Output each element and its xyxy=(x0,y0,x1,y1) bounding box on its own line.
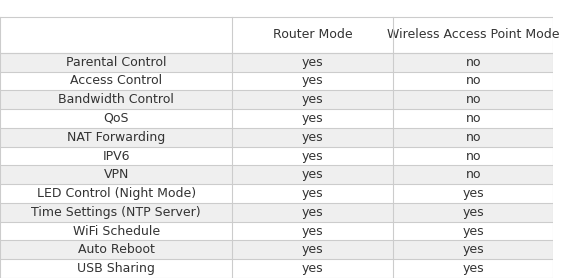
Bar xyxy=(393,109,553,128)
Text: yes: yes xyxy=(302,112,324,125)
Text: QoS: QoS xyxy=(104,112,129,125)
Text: yes: yes xyxy=(462,187,484,200)
Text: yes: yes xyxy=(462,225,484,238)
Text: IPV6: IPV6 xyxy=(102,150,130,163)
Bar xyxy=(393,147,553,165)
Text: Auto Reboot: Auto Reboot xyxy=(78,243,155,256)
Text: VPN: VPN xyxy=(104,168,129,181)
Text: no: no xyxy=(465,75,481,88)
Text: Time Settings (NTP Server): Time Settings (NTP Server) xyxy=(32,206,201,219)
Bar xyxy=(0,90,232,109)
Bar xyxy=(393,184,553,203)
Text: Router Mode: Router Mode xyxy=(273,28,352,41)
Bar xyxy=(0,259,232,278)
Text: Access Control: Access Control xyxy=(70,75,162,88)
Bar xyxy=(232,53,393,72)
Bar xyxy=(393,203,553,222)
Text: yes: yes xyxy=(462,206,484,219)
Bar xyxy=(232,165,393,184)
Bar xyxy=(232,203,393,222)
Text: yes: yes xyxy=(302,93,324,106)
Bar xyxy=(393,128,553,147)
Bar xyxy=(0,203,232,222)
Bar xyxy=(0,109,232,128)
Bar xyxy=(0,165,232,184)
Bar xyxy=(0,128,232,147)
Text: yes: yes xyxy=(302,75,324,88)
Bar xyxy=(393,240,553,259)
Bar xyxy=(232,240,393,259)
Text: NAT Forwarding: NAT Forwarding xyxy=(67,131,166,144)
Bar xyxy=(0,17,232,53)
Bar xyxy=(232,128,393,147)
Bar xyxy=(232,184,393,203)
Text: yes: yes xyxy=(462,243,484,256)
Text: LED Control (Night Mode): LED Control (Night Mode) xyxy=(37,187,196,200)
Bar xyxy=(232,259,393,278)
Text: yes: yes xyxy=(302,131,324,144)
Bar xyxy=(0,53,232,72)
Text: yes: yes xyxy=(302,206,324,219)
Text: yes: yes xyxy=(302,225,324,238)
Bar xyxy=(232,222,393,240)
Bar xyxy=(393,72,553,90)
Bar xyxy=(0,72,232,90)
Bar xyxy=(0,184,232,203)
Bar xyxy=(0,147,232,165)
Bar xyxy=(393,165,553,184)
Text: no: no xyxy=(465,112,481,125)
Text: yes: yes xyxy=(302,262,324,275)
Bar xyxy=(0,240,232,259)
Text: Bandwidth Control: Bandwidth Control xyxy=(58,93,174,106)
Bar xyxy=(393,17,553,53)
Text: yes: yes xyxy=(302,187,324,200)
Text: yes: yes xyxy=(302,168,324,181)
Text: yes: yes xyxy=(302,243,324,256)
Bar xyxy=(393,222,553,240)
Text: yes: yes xyxy=(462,262,484,275)
Text: USB Sharing: USB Sharing xyxy=(77,262,155,275)
Text: Parental Control: Parental Control xyxy=(66,56,166,69)
Text: yes: yes xyxy=(302,56,324,69)
Bar xyxy=(232,90,393,109)
Bar xyxy=(232,17,393,53)
Bar xyxy=(232,109,393,128)
Text: no: no xyxy=(465,131,481,144)
Bar xyxy=(393,53,553,72)
Bar xyxy=(232,72,393,90)
Text: no: no xyxy=(465,150,481,163)
Text: no: no xyxy=(465,56,481,69)
Text: WiFi Schedule: WiFi Schedule xyxy=(72,225,160,238)
Text: Wireless Access Point Mode: Wireless Access Point Mode xyxy=(387,28,559,41)
Bar xyxy=(232,147,393,165)
Bar xyxy=(393,259,553,278)
Text: no: no xyxy=(465,93,481,106)
Text: yes: yes xyxy=(302,150,324,163)
Bar xyxy=(393,90,553,109)
Text: no: no xyxy=(465,168,481,181)
Bar xyxy=(0,222,232,240)
